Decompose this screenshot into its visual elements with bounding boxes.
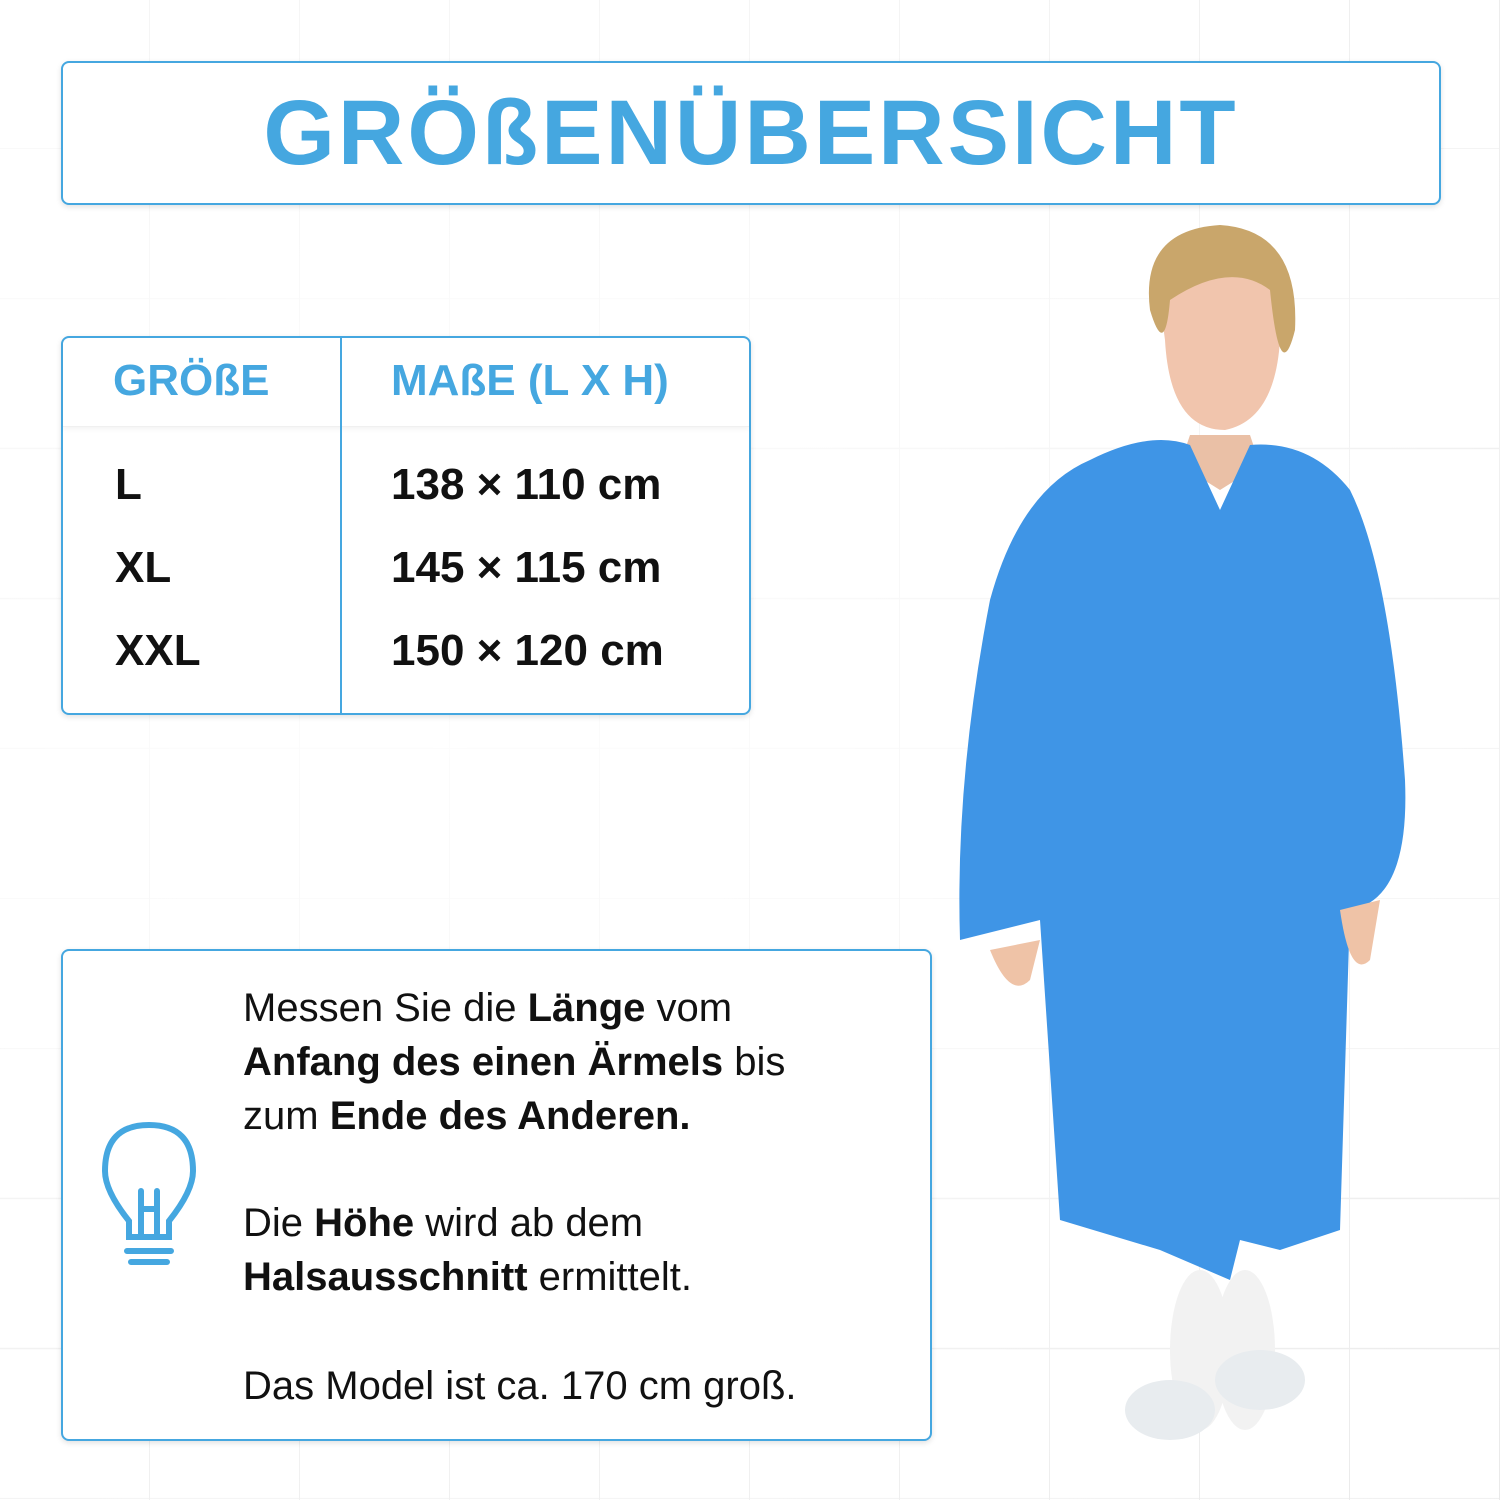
table-cell-size: XXL [115, 626, 201, 675]
measurement-info-box: Messen Sie die Länge vom Anfang des eine… [61, 949, 932, 1441]
table-cell-dims: 138 × 110 cm [391, 460, 662, 509]
header-size: GRÖßE [113, 356, 270, 405]
size-table: GRÖßE MAßE (L X H) L 138 × 110 cm XL 145… [61, 336, 751, 715]
column-divider [340, 338, 342, 713]
instruction-height: Die Höhe wird ab dem Halsausschnitt ermi… [243, 1201, 693, 1299]
table-cell-size: L [115, 460, 142, 509]
title-banner: GRÖßENÜBERSICHT [61, 61, 1441, 205]
table-header-row: GRÖßE MAßE (L X H) [63, 338, 749, 427]
model-photo [959, 225, 1406, 1440]
lightbulb-icon [101, 1121, 197, 1265]
model-height-note: Das Model ist ca. 170 cm groß. [243, 1364, 797, 1408]
table-cell-dims: 150 × 120 cm [391, 626, 664, 675]
table-cell-dims: 145 × 115 cm [391, 543, 662, 592]
page-title: GRÖßENÜBERSICHT [263, 81, 1239, 184]
header-dimensions: MAßE (L X H) [391, 356, 669, 405]
table-cell-size: XL [115, 543, 172, 592]
instruction-length: Messen Sie die Länge vom Anfang des eine… [243, 986, 786, 1138]
